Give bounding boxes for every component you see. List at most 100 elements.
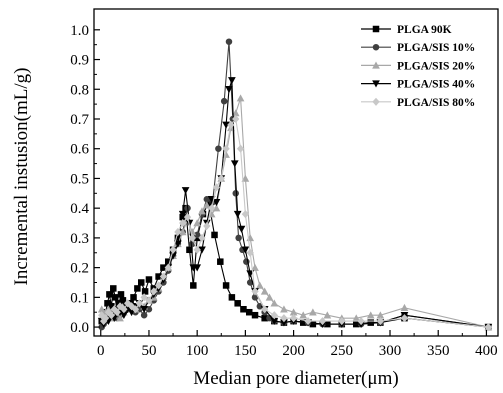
data-point [193,231,201,239]
x-tick-label: 150 [234,343,257,359]
legend-marker [372,61,380,69]
data-point [134,285,141,292]
data-point [119,297,127,304]
data-point [222,150,230,158]
data-point [169,252,177,260]
data-point [318,317,327,326]
data-point [145,276,153,283]
data-point [174,234,182,242]
data-point [141,288,149,295]
x-tick-label: 50 [141,343,156,359]
data-point [251,294,259,301]
legend-item-3: PLGA/SIS 20% [361,60,475,72]
data-point [225,38,233,45]
series-line-1 [101,200,489,328]
y-tick-label: 0.8 [70,82,89,98]
data-point [256,303,264,310]
data-point [323,311,332,319]
data-point [137,279,145,286]
data-point [178,210,187,218]
data-point [211,231,218,239]
data-point [130,294,137,301]
data-point [236,144,245,153]
legend-marker [372,97,380,106]
data-point [241,246,250,254]
data-point [220,97,228,105]
data-point [217,258,224,265]
data-point [251,311,259,319]
y-tick-label: 0.4 [70,201,89,217]
data-point [207,204,216,213]
data-point [97,305,106,313]
data-point [110,305,118,314]
data-point [169,245,177,254]
data-point [154,281,163,290]
series-5 [98,114,493,332]
legend: PLGA 90K PLGA/SIS 10% PLGA/SIS 20% PLGA/SIS… [361,24,475,109]
data-point [212,183,221,192]
axes: 0 50 100 150 200 250 300 350 400 0.0 0.1 0.2 0.3 0.4 0… [70,8,499,359]
y-tick-label: 0.0 [70,320,89,336]
data-point [222,144,230,153]
data-point [193,245,201,254]
data-point [116,302,124,311]
x-tick-label: 400 [475,343,498,359]
data-point [110,285,117,292]
data-point [231,109,240,117]
data-point [228,77,236,85]
data-point [289,314,298,323]
data-point [203,196,211,203]
x-tick-label: 350 [427,343,450,359]
data-point [228,294,236,301]
data-point [309,308,317,316]
data-point [304,317,312,326]
data-point [155,273,162,280]
legend-label: PLGA 90K [397,24,452,36]
data-point [120,305,128,314]
data-point [225,86,233,94]
data-point [261,305,269,314]
x-tick-label: 250 [331,343,354,359]
data-point [261,314,268,322]
data-point [260,287,269,295]
data-point [376,311,385,319]
data-point [352,314,361,322]
x-axis-title: Median pore diameter(μm) [193,368,398,389]
data-point [299,311,308,319]
data-point [280,314,288,323]
data-point [289,308,298,316]
data-point [357,317,365,326]
legend-item-1: PLGA 90K [361,24,452,36]
data-point [366,311,375,319]
data-point [120,311,128,320]
data-point [131,305,140,314]
x-tick-label: 100 [186,343,209,359]
data-point [241,210,250,219]
data-point [98,311,106,320]
data-point [145,296,153,305]
legend-item-2: PLGA/SIS 10% [361,42,475,54]
y-tick-label: 0.2 [70,261,89,277]
data-point [181,187,190,195]
data-point [99,317,108,326]
legend-item-5: PLGA/SIS 80% [361,97,475,109]
y-tick-label: 0.5 [70,171,89,187]
data-point [135,299,143,308]
data-point [245,308,253,316]
data-point [484,323,493,332]
y-axis-title: Incremental instusion(mL/g) [11,68,32,286]
legend-marker [372,43,380,51]
data-point [232,190,239,197]
legend-item-4: PLGA/SIS 40% [361,79,475,91]
data-point [246,248,254,257]
data-point [376,317,385,326]
y-tick-label: 0.9 [70,53,89,69]
data-point [265,293,274,301]
data-point [174,240,182,248]
x-tick-label: 300 [379,343,402,359]
data-point [113,308,121,317]
legend-label: PLGA/SIS 10% [397,42,475,54]
data-point [212,204,221,212]
data-point [198,246,206,254]
